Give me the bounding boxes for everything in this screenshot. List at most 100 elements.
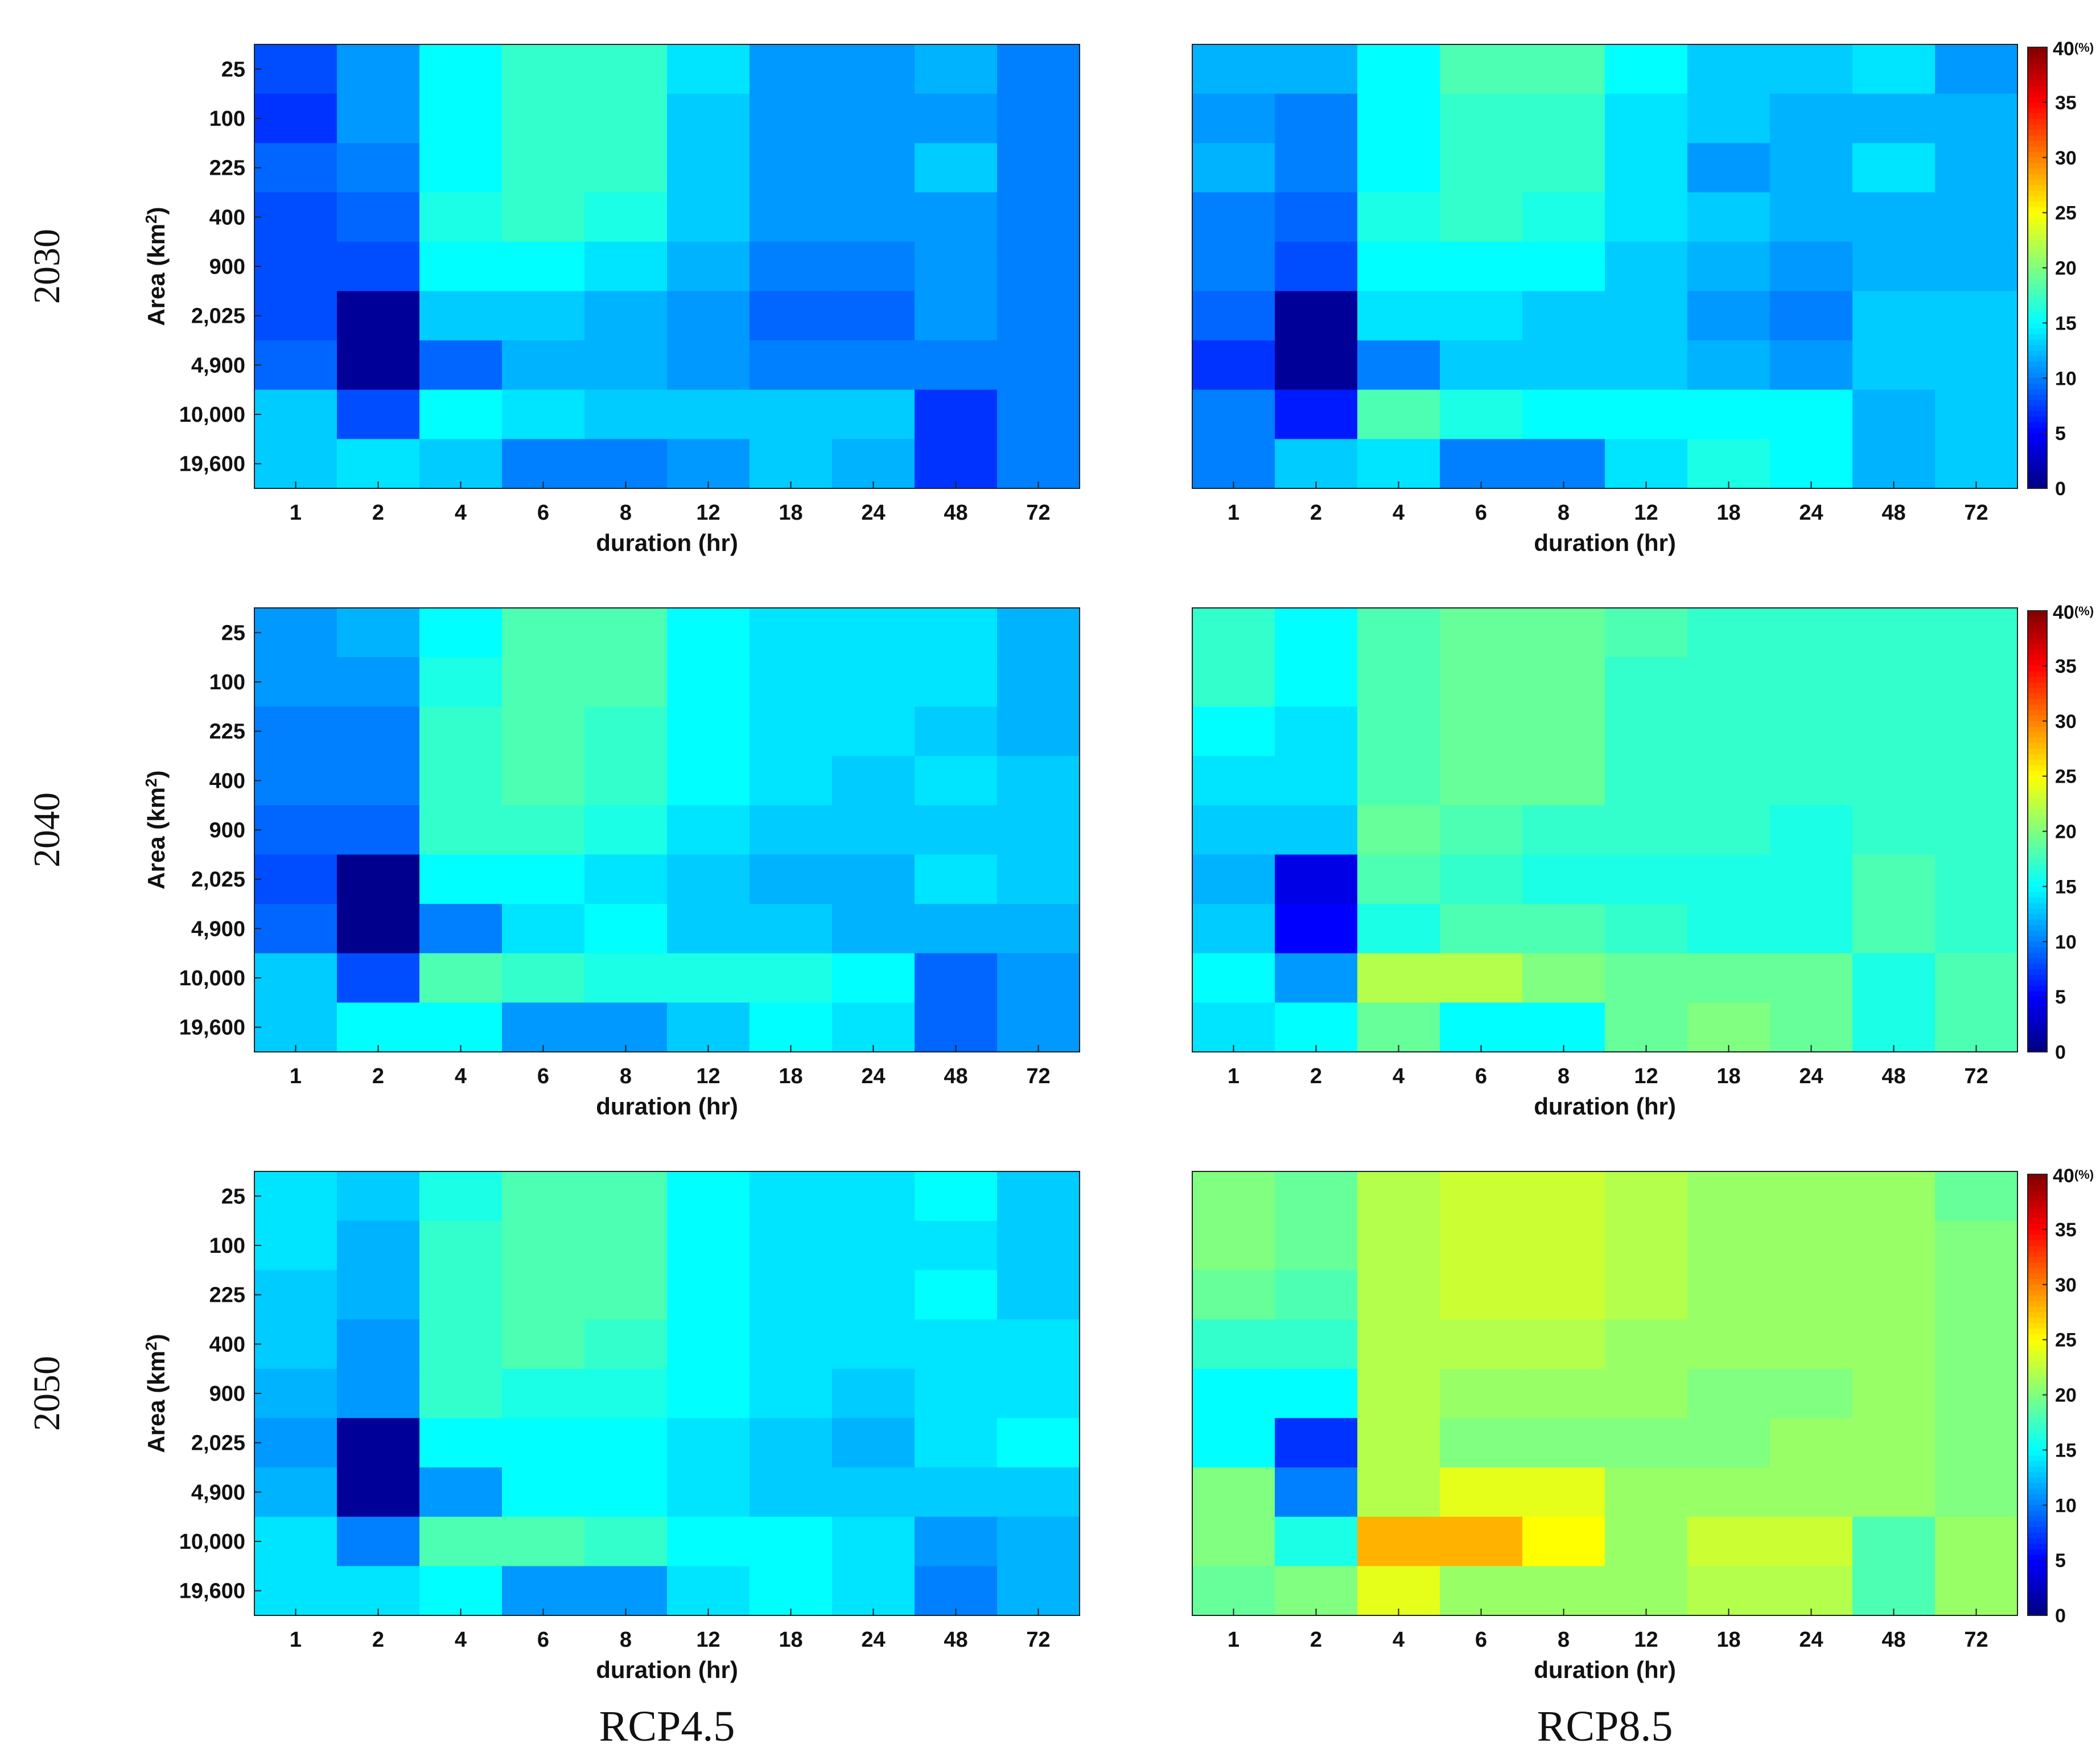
heatmap-cell xyxy=(254,805,337,855)
x-tick-label: 18 xyxy=(779,1628,802,1652)
heatmap-cell xyxy=(419,1270,503,1320)
heatmap-cell xyxy=(1275,953,1358,1003)
colorbar-tick-label: 0 xyxy=(2055,1605,2066,1627)
heatmap-cell xyxy=(584,340,668,390)
heatmap-cell xyxy=(750,93,833,143)
heatmap-cell xyxy=(1770,44,1853,94)
heatmap-cell xyxy=(832,44,915,94)
heatmap-cell xyxy=(1770,756,1853,806)
heatmap-cell xyxy=(254,854,337,904)
heatmap-cell xyxy=(1275,805,1358,855)
colorbar-segment xyxy=(2028,1323,2047,1329)
heatmap-cell xyxy=(502,854,585,904)
heatmap-cell xyxy=(1522,657,1605,707)
heatmap-cell xyxy=(915,608,998,658)
heatmap-cell xyxy=(915,241,998,291)
heatmap-cell xyxy=(1605,608,1688,658)
colorbar-segment xyxy=(2028,980,2047,986)
heatmap-cell xyxy=(997,706,1080,756)
heatmap-cell xyxy=(1935,1368,2018,1418)
colorbar-segment xyxy=(2028,1284,2047,1291)
heatmap-cell xyxy=(1687,953,1770,1003)
heatmap-cell xyxy=(1357,44,1440,94)
x-tick-label: 48 xyxy=(1881,1628,1905,1652)
colorbar-segment xyxy=(2028,1560,2047,1566)
heatmap-cell xyxy=(832,340,915,390)
colorbar-segment xyxy=(2028,278,2047,285)
colorbar-segment xyxy=(2028,1400,2047,1407)
colorbar-segment xyxy=(2028,1411,2047,1417)
colorbar-segment xyxy=(2028,1555,2047,1561)
heatmap-cell xyxy=(832,192,915,242)
colorbar-segment xyxy=(2028,1007,2047,1014)
colorbar-segment xyxy=(2028,1207,2047,1214)
heatmap-cell xyxy=(1770,1467,1853,1518)
colorbar-segment xyxy=(2028,1428,2047,1434)
heatmap-cell xyxy=(502,44,585,94)
colorbar-segment xyxy=(2028,870,2047,876)
heatmap-cell xyxy=(254,1418,337,1468)
colorbar-segment xyxy=(2028,1483,2047,1489)
x-tick-label: 1 xyxy=(1228,1064,1240,1088)
heatmap-cell xyxy=(1357,854,1440,904)
colorbar-segment xyxy=(2028,749,2047,755)
x-tick-label: 1 xyxy=(1228,1628,1240,1652)
heatmap-cell xyxy=(337,143,420,193)
heatmap-cell xyxy=(584,1270,668,1320)
heatmap-cell xyxy=(750,904,833,954)
heatmap-cell xyxy=(254,192,337,242)
heatmap-cell xyxy=(337,44,420,94)
heatmap-cell xyxy=(915,192,998,242)
colorbar-segment xyxy=(2028,284,2047,290)
heatmap-cell xyxy=(584,389,668,439)
heatmap-cell xyxy=(1605,805,1688,855)
colorbar-tick-label: 35 xyxy=(2055,1219,2077,1241)
heatmap-cell xyxy=(254,1171,337,1222)
x-tick-label: 24 xyxy=(861,1628,885,1652)
heatmap-cell xyxy=(1852,439,1936,489)
colorbar-segment xyxy=(2028,759,2047,766)
heatmap-cell xyxy=(1357,1270,1440,1320)
heatmap-cell xyxy=(1192,143,1275,193)
heatmap-cell xyxy=(1357,1516,1440,1566)
heatmap-cell xyxy=(832,439,915,489)
colorbar-segment xyxy=(2028,1477,2047,1484)
colorbar-segment xyxy=(2028,1494,2047,1500)
colorbar-segment xyxy=(2028,196,2047,202)
x-tick-label: 72 xyxy=(1026,501,1050,525)
heatmap-cell xyxy=(1275,1418,1358,1468)
colorbar-segment xyxy=(2028,1329,2047,1335)
colorbar-segment xyxy=(2028,776,2047,782)
heatmap-cell xyxy=(1275,1171,1358,1222)
colorbar-segment xyxy=(2028,804,2047,810)
plot-frame xyxy=(1192,44,2018,489)
heatmap-cell xyxy=(502,1270,585,1320)
heatmap-cell xyxy=(1357,192,1440,242)
heatmap-cell xyxy=(1605,192,1688,242)
heatmap-cell xyxy=(502,1319,585,1370)
heatmap-cell xyxy=(1522,1270,1605,1320)
heatmap-cell xyxy=(997,1516,1080,1566)
x-tick-label: 8 xyxy=(1558,1628,1570,1652)
heatmap-cell xyxy=(584,657,668,707)
heatmap-cell xyxy=(254,93,337,143)
colorbar-segment xyxy=(2028,1202,2047,1208)
colorbar-segment xyxy=(2028,1544,2047,1550)
heatmap-cell xyxy=(667,389,750,439)
y-tick-label: 400 xyxy=(209,205,245,229)
heatmap-cell xyxy=(1192,340,1275,390)
heatmap-cell xyxy=(1770,192,1853,242)
heatmap-cell xyxy=(997,756,1080,806)
heatmap-cell xyxy=(1605,44,1688,94)
heatmap-cell xyxy=(1357,143,1440,193)
heatmap-cell xyxy=(1852,805,1936,855)
colorbar-segment xyxy=(2028,1405,2047,1412)
y-axis-label: Area (km2) xyxy=(142,207,170,326)
heatmap-cell xyxy=(1935,1566,2018,1616)
heatmap-cell xyxy=(254,608,337,658)
heatmap-cell xyxy=(832,93,915,143)
x-tick-label: 1 xyxy=(1228,501,1240,525)
heatmap-cell xyxy=(1192,1368,1275,1418)
